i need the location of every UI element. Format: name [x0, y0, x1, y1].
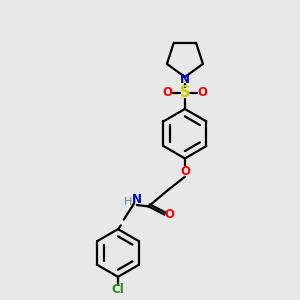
Text: Cl: Cl — [112, 284, 124, 296]
Text: O: O — [164, 208, 174, 221]
Text: N: N — [180, 74, 190, 86]
Text: H: H — [124, 197, 132, 207]
Text: N: N — [132, 193, 142, 206]
Text: O: O — [197, 86, 207, 100]
Text: O: O — [180, 165, 190, 178]
Text: O: O — [163, 86, 172, 100]
Text: S: S — [180, 85, 190, 100]
